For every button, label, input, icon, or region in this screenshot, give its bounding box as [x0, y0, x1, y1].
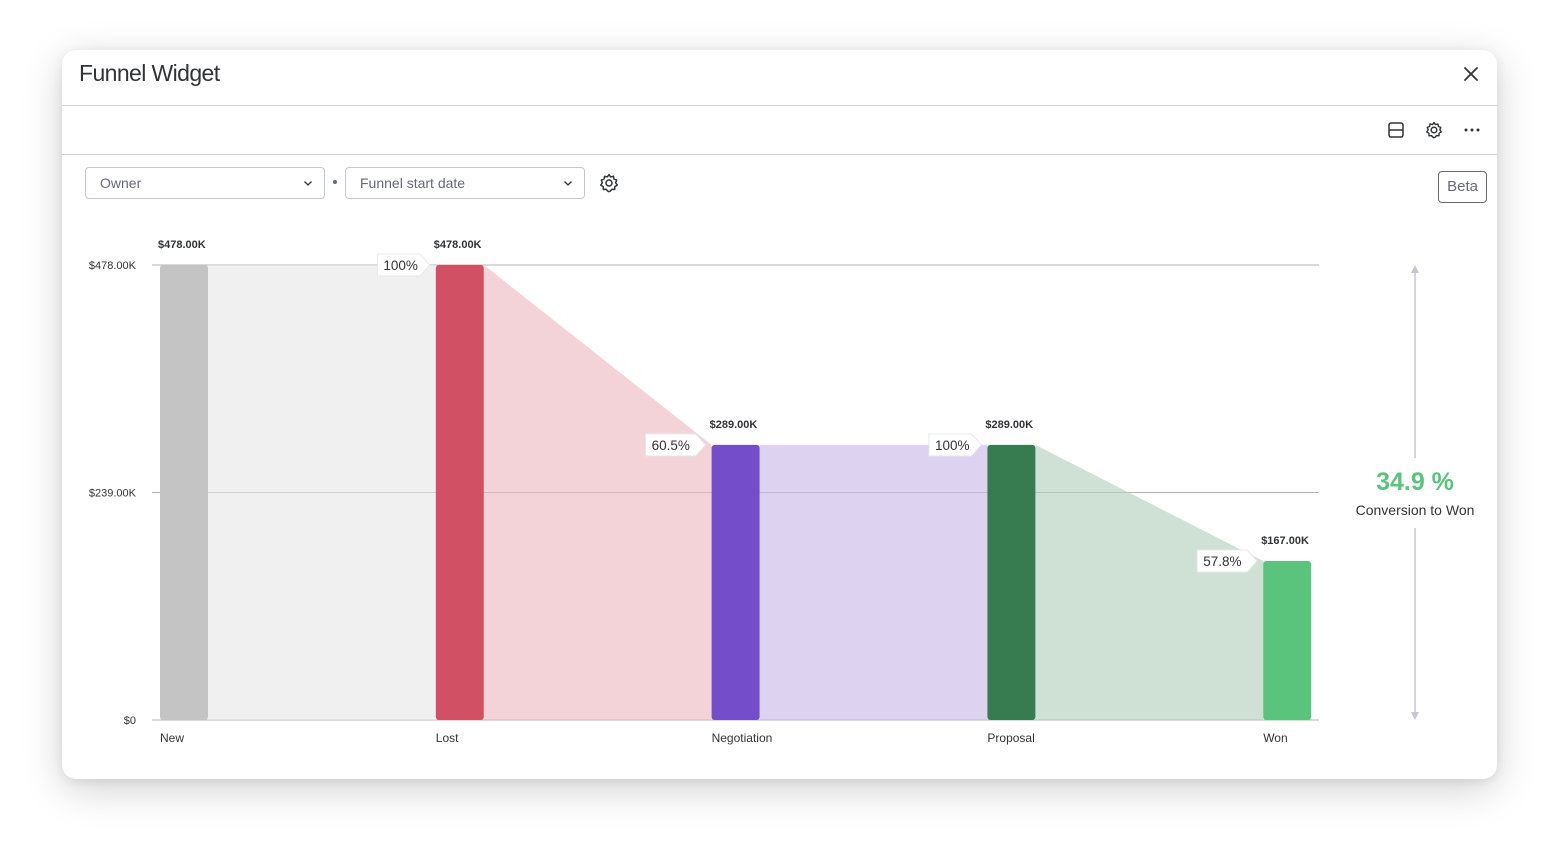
bar-proposal	[987, 444, 1036, 720]
date-dropdown[interactable]: Funnel start date	[345, 167, 585, 199]
bar-value-label: $289.00K	[985, 419, 1033, 431]
modal-header: Funnel Widget	[62, 50, 1497, 106]
close-icon[interactable]	[1459, 62, 1483, 86]
percent-label: 100%	[383, 258, 418, 273]
percent-callout	[1196, 549, 1258, 573]
funnel-band	[1035, 444, 1264, 720]
percent-callout	[928, 433, 983, 457]
bar-new	[160, 265, 208, 720]
widget-toolbar	[62, 106, 1497, 155]
y-tick-label: $0	[124, 715, 136, 727]
owner-dropdown[interactable]: Owner	[85, 167, 325, 199]
gear-icon[interactable]	[1422, 118, 1446, 142]
percent-label: 100%	[935, 438, 970, 453]
x-tick-label: Lost	[436, 731, 459, 745]
owner-dropdown-label: Owner	[100, 175, 142, 191]
bar-lost	[435, 265, 484, 720]
x-tick-label: Won	[1263, 731, 1287, 745]
x-tick-label: Proposal	[987, 731, 1034, 745]
conversion-value: 34.9 %	[1376, 468, 1454, 496]
funnel-band	[208, 265, 436, 720]
funnel-band	[759, 444, 988, 720]
chevron-down-icon	[304, 181, 312, 186]
arrow-down-icon	[1411, 712, 1419, 720]
funnel-chart: $0 $239.00K $478.00K $478.00K New $478.00K Los…	[89, 239, 1419, 745]
more-icon[interactable]	[1460, 118, 1484, 142]
separator-dot	[333, 180, 337, 184]
bar-won	[1263, 561, 1312, 720]
bar-value-label: $478.00K	[158, 239, 206, 251]
y-tick-label: $239.00K	[89, 488, 137, 500]
x-tick-label: New	[160, 731, 184, 745]
filter-settings-icon[interactable]	[597, 171, 621, 195]
percent-label: 60.5%	[652, 438, 690, 453]
x-tick-label: Negotiation	[712, 731, 773, 745]
conversion-label: Conversion to Won	[1355, 502, 1475, 518]
percent-callout	[376, 253, 431, 277]
y-tick-label: $478.00K	[89, 260, 137, 272]
bar-value-label: $289.00K	[710, 419, 758, 431]
percent-callout	[645, 433, 707, 457]
date-dropdown-label: Funnel start date	[360, 175, 466, 191]
layout-icon[interactable]	[1384, 118, 1408, 142]
funnel-widget-modal: Funnel Widget Owner Funnel start date Be…	[62, 50, 1497, 779]
bar-negotiation	[711, 444, 760, 720]
funnel-band	[483, 265, 712, 720]
modal-title: Funnel Widget	[79, 60, 220, 86]
arrow-up-icon	[1411, 265, 1419, 273]
beta-badge: Beta	[1438, 171, 1487, 203]
bar-value-label: $478.00K	[434, 239, 482, 251]
chevron-down-icon	[564, 181, 572, 186]
percent-label: 57.8%	[1203, 554, 1241, 569]
bar-value-label: $167.00K	[1261, 535, 1309, 547]
